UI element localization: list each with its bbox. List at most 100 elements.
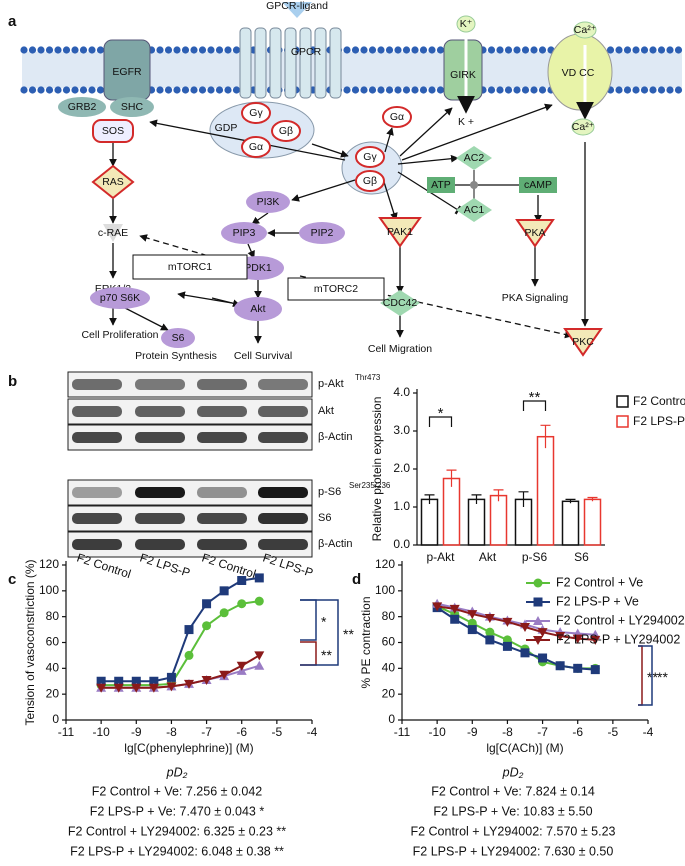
legend-marker [533, 597, 543, 607]
point [485, 635, 495, 645]
lipid-head [20, 46, 28, 54]
bar [467, 498, 486, 546]
node-shape [90, 287, 150, 309]
sig-bracket [522, 400, 547, 411]
arrow [291, 179, 356, 202]
error-bar [518, 491, 529, 507]
panel-label: b [8, 373, 17, 390]
gpcr-helix [269, 27, 282, 99]
panel-label: d [352, 571, 361, 588]
legend-marker [533, 578, 543, 588]
lipid-head [351, 46, 360, 54]
error-bar [446, 469, 457, 487]
y-tick-label: 80 [46, 609, 60, 623]
lipid-head [623, 46, 632, 54]
point [219, 608, 229, 618]
node-label: Cell Migration [368, 343, 432, 355]
pd2-label: pD₂ [166, 765, 188, 779]
band [135, 406, 185, 417]
gpcr-helix [329, 27, 342, 99]
x-tick-label: -9 [467, 725, 478, 739]
band [135, 539, 185, 550]
node-shape [355, 146, 385, 168]
node-shape [456, 198, 492, 222]
band [197, 539, 247, 550]
lipid-head [368, 86, 377, 94]
node-label: Gβ [363, 175, 377, 187]
band [135, 487, 185, 498]
blot-label: β-Actin [318, 431, 352, 443]
point [202, 599, 212, 609]
band [72, 513, 122, 524]
point [236, 661, 247, 671]
y-tick-label: 20 [46, 686, 60, 700]
blot-label: S6 [318, 512, 331, 524]
point [254, 573, 264, 583]
band [135, 513, 185, 524]
annotation: ** [657, 669, 668, 685]
lipid-head [360, 86, 368, 94]
node-label: Cell Proliferation [81, 329, 158, 341]
legend-label: F2 Control [633, 394, 685, 408]
node-label: ATP [431, 179, 451, 191]
lipid-head [394, 86, 402, 94]
lipid-head [198, 46, 207, 54]
x-axis-title: lg[C(phenylephrine)] (M) [124, 741, 253, 755]
node-label: p70 S6K [100, 292, 140, 304]
node-label: GIRK [450, 69, 476, 81]
lipid-head [411, 46, 419, 54]
lipid-head [20, 86, 28, 94]
node-label: PKC [572, 336, 594, 348]
x-tick-label: -10 [92, 725, 110, 739]
panel-label: c [8, 571, 16, 588]
lipid-head [521, 46, 530, 54]
arrow [384, 127, 394, 153]
y-axis-title: Tension of vasoconstriction (%) [23, 559, 37, 725]
band [197, 487, 247, 498]
point [590, 665, 600, 675]
node-label: cAMP [524, 179, 552, 191]
node-label: GPCR-ligand [266, 0, 328, 12]
band [197, 406, 247, 417]
y-tick-label: 40 [46, 661, 60, 675]
node-label: Protein Synthesis [135, 350, 217, 362]
x-axis-title: lg[C(ACh)] (M) [486, 741, 563, 755]
point [432, 602, 443, 612]
x-tick-label: -11 [58, 725, 75, 739]
sig-bracket [638, 645, 643, 706]
node-shape [91, 164, 135, 200]
bar [442, 477, 461, 546]
series-line [101, 654, 260, 689]
legend-label: F2 LPS-P + LY294002 [556, 632, 680, 646]
lipid-head [37, 86, 45, 94]
lipid-head [207, 46, 215, 54]
error-bar [565, 498, 576, 504]
lipid-head [156, 86, 164, 94]
lipid-head [368, 46, 377, 54]
node-label: PAK1 [387, 226, 413, 238]
node-label: Ca²⁺ [572, 121, 595, 133]
lipid-head [402, 46, 411, 54]
point [184, 679, 194, 689]
lipid-head [649, 46, 657, 54]
point [114, 676, 124, 686]
node-label: PKA Signaling [502, 292, 569, 304]
lipid-head [343, 46, 351, 54]
sig-bracket [300, 641, 317, 666]
arrow [401, 103, 553, 161]
lipid-head [640, 46, 649, 54]
x-tick-label: -9 [131, 725, 142, 739]
lipid-head [96, 86, 105, 94]
lipid-head [377, 86, 385, 94]
point [96, 683, 107, 693]
lipid-head [28, 86, 37, 94]
node-shape [378, 217, 422, 248]
y-tick-label: 2.0 [393, 461, 410, 475]
lipid-head [173, 46, 181, 54]
y-tick-label: 100 [375, 583, 395, 597]
gpcr-helix [284, 27, 297, 99]
lipid-head [198, 86, 207, 94]
node-label: c-RAE [98, 227, 128, 239]
node-label: K + [458, 116, 474, 128]
